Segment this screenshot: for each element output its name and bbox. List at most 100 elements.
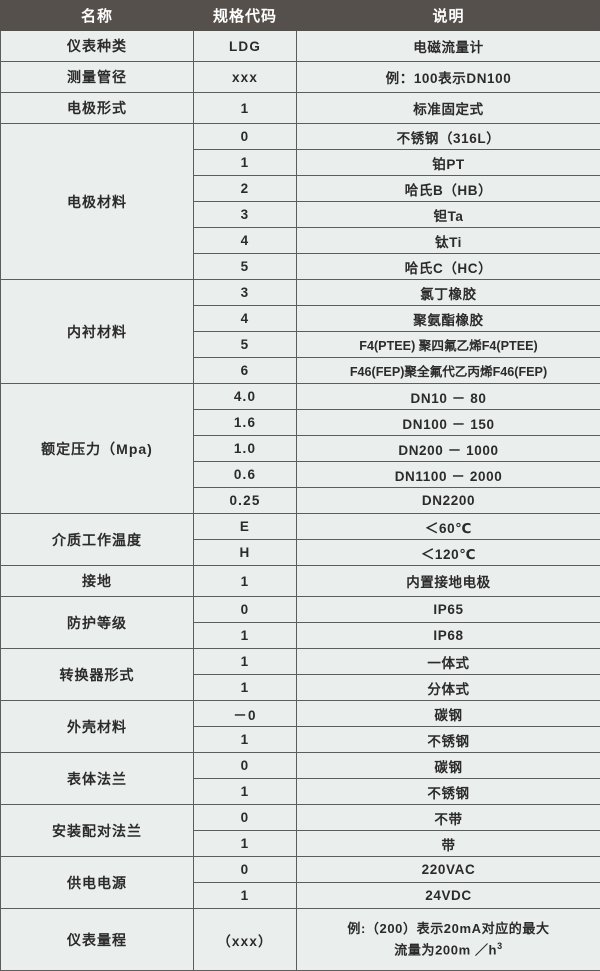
desc-cell: 220VAC	[297, 857, 600, 883]
table-row: 电极材料 0 不锈钢（316L）	[1, 124, 600, 150]
code-cell: xxx	[194, 62, 297, 93]
group-name-cell: 表体法兰	[1, 753, 194, 805]
table-row: 防护等级 0 IP65	[1, 597, 600, 623]
desc-cell: 不带	[297, 805, 600, 831]
desc-cell: 不锈钢	[297, 727, 600, 753]
code-cell: 4	[194, 306, 297, 332]
table-header: 名称 规格代码 说明	[1, 1, 600, 31]
column-header-desc: 说明	[297, 1, 600, 31]
desc-cell: DN200 － 1000	[297, 436, 600, 462]
code-cell: （xxx）	[194, 909, 297, 971]
code-cell: 1	[194, 150, 297, 176]
table-row: 测量管径 xxx 例：100表示DN100	[1, 62, 600, 93]
code-cell: 3	[194, 280, 297, 306]
desc-cell: 例:（200）表示20mA对应的最大 流量为200m ／h3	[297, 909, 600, 971]
table-row: 表体法兰 0 碳钢	[1, 753, 600, 779]
code-cell: 1	[194, 727, 297, 753]
desc-cell: 碳钢	[297, 701, 600, 727]
code-cell: 0	[194, 753, 297, 779]
desc-line-1: 例:（200）表示20mA对应的最大	[301, 918, 596, 939]
desc-cell: IP65	[297, 597, 600, 623]
table-row: 仪表种类 LDG 电磁流量计	[1, 31, 600, 62]
desc-cell: 电磁流量计	[297, 31, 600, 62]
code-cell: 4	[194, 228, 297, 254]
group-name-cell: 仪表量程	[1, 909, 194, 971]
table-row: 仪表量程 （xxx） 例:（200）表示20mA对应的最大 流量为200m ／h…	[1, 909, 600, 971]
group-name-cell: 仪表种类	[1, 31, 194, 62]
desc-cell: 哈氏C（HC）	[297, 254, 600, 280]
desc-cell: 分体式	[297, 675, 600, 701]
desc-line-2-text: 流量为200m ／h	[394, 943, 497, 958]
code-cell: 0	[194, 597, 297, 623]
code-cell: 1	[194, 831, 297, 857]
group-name-cell: 电极形式	[1, 93, 194, 124]
column-header-code: 规格代码	[194, 1, 297, 31]
group-name-cell: 接地	[1, 566, 194, 597]
code-cell: 4.0	[194, 384, 297, 410]
desc-cell: 不锈钢（316L）	[297, 124, 600, 150]
desc-cell: F4(PTEE) 聚四氟乙烯F4(PTEE)	[297, 332, 600, 358]
desc-cell: 标准固定式	[297, 93, 600, 124]
desc-cell: 钛Ti	[297, 228, 600, 254]
desc-cell: DN10 － 80	[297, 384, 600, 410]
group-name-cell: 转换器形式	[1, 649, 194, 701]
desc-cell: 铂PT	[297, 150, 600, 176]
code-cell: 5	[194, 254, 297, 280]
group-name-cell: 额定压力（Mpa)	[1, 384, 194, 514]
header-row: 名称 规格代码 说明	[1, 1, 600, 31]
desc-cell: DN1100 － 2000	[297, 462, 600, 488]
code-cell: H	[194, 540, 297, 566]
desc-cell: 一体式	[297, 649, 600, 675]
table-row: 电极形式 1 标准固定式	[1, 93, 600, 124]
table-body: 仪表种类 LDG 电磁流量计 测量管径 xxx 例：100表示DN100 电极形…	[1, 31, 600, 971]
desc-cell: 哈氏B（HB）	[297, 176, 600, 202]
group-name-cell: 外壳材料	[1, 701, 194, 753]
code-cell: 1.6	[194, 410, 297, 436]
desc-cell: 24VDC	[297, 883, 600, 909]
code-cell: 0	[194, 805, 297, 831]
desc-cell: 氯丁橡胶	[297, 280, 600, 306]
code-cell: 2	[194, 176, 297, 202]
desc-cell: 内置接地电极	[297, 566, 600, 597]
table-row: 转换器形式 1 一体式	[1, 649, 600, 675]
group-name-cell: 防护等级	[1, 597, 194, 649]
code-cell: 3	[194, 202, 297, 228]
code-cell: 0	[194, 857, 297, 883]
group-name-cell: 介质工作温度	[1, 514, 194, 566]
code-cell: 1	[194, 883, 297, 909]
code-cell: 5	[194, 332, 297, 358]
code-cell: LDG	[194, 31, 297, 62]
code-cell: 1	[194, 675, 297, 701]
code-cell: E	[194, 514, 297, 540]
desc-cell: 钽Ta	[297, 202, 600, 228]
desc-cell: 例：100表示DN100	[297, 62, 600, 93]
desc-cell: DN2200	[297, 488, 600, 514]
code-cell: －0	[194, 701, 297, 727]
table-row: 内衬材料 3 氯丁橡胶	[1, 280, 600, 306]
group-name-cell: 电极材料	[1, 124, 194, 280]
code-cell: 1	[194, 93, 297, 124]
desc-cell: 带	[297, 831, 600, 857]
code-cell: 0	[194, 124, 297, 150]
table-row: 额定压力（Mpa) 4.0 DN10 － 80	[1, 384, 600, 410]
table-row: 外壳材料 －0 碳钢	[1, 701, 600, 727]
desc-cell: ＜60℃	[297, 514, 600, 540]
table-row: 接地 1 内置接地电极	[1, 566, 600, 597]
desc-cell: ＜120℃	[297, 540, 600, 566]
code-cell: 1	[194, 779, 297, 805]
desc-cell: 聚氨酯橡胶	[297, 306, 600, 332]
column-header-name: 名称	[1, 1, 194, 31]
code-cell: 1	[194, 649, 297, 675]
desc-cell: 碳钢	[297, 753, 600, 779]
desc-cell: IP68	[297, 623, 600, 649]
group-name-cell: 测量管径	[1, 62, 194, 93]
group-name-cell: 内衬材料	[1, 280, 194, 384]
code-cell: 1	[194, 623, 297, 649]
table-row: 安装配对法兰 0 不带	[1, 805, 600, 831]
code-cell: 0.6	[194, 462, 297, 488]
desc-cell: DN100 － 150	[297, 410, 600, 436]
code-cell: 1	[194, 566, 297, 597]
desc-cell: 不锈钢	[297, 779, 600, 805]
table-row: 供电电源 0 220VAC	[1, 857, 600, 883]
